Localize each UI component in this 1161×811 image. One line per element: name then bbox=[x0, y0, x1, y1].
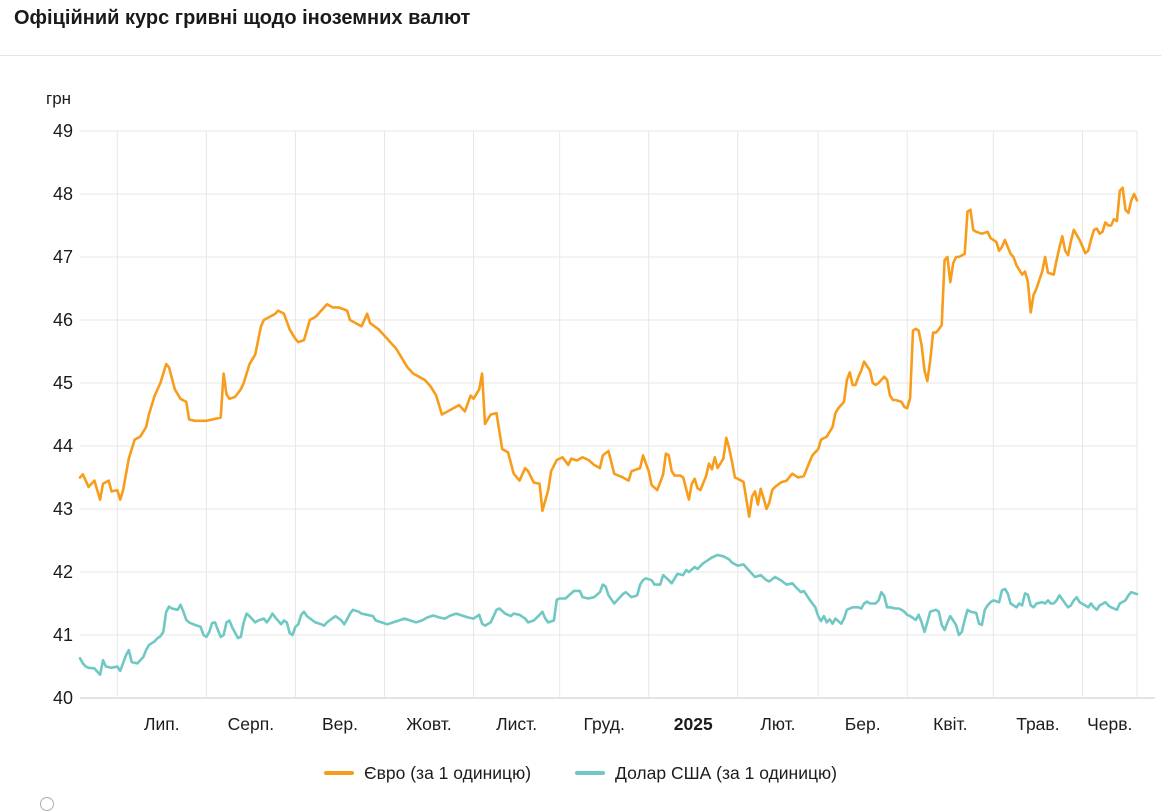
x-tick-label: Жовт. bbox=[406, 714, 452, 734]
x-tick-label: Трав. bbox=[1016, 714, 1059, 734]
x-tick-label: Бер. bbox=[845, 714, 881, 734]
legend-item-usd[interactable]: Долар США (за 1 одиницю) bbox=[575, 763, 837, 784]
y-tick-label: 48 bbox=[53, 184, 73, 204]
x-tick-label: Квіт. bbox=[933, 714, 967, 734]
partial-copyright-glyph bbox=[40, 797, 54, 811]
x-tick-label: Черв. bbox=[1087, 714, 1132, 734]
x-tick-label: Серп. bbox=[228, 714, 274, 734]
chart-plot-area[interactable]: 40 41 42 43 44 45 46 47 48 49 Лип. Серп. Вер. Жовт. Ли… bbox=[0, 0, 1161, 748]
y-tick-label: 46 bbox=[53, 310, 73, 330]
x-tick-label: Груд. bbox=[584, 714, 625, 734]
y-axis-unit-label: грн bbox=[46, 89, 72, 108]
legend-label: Євро (за 1 одиницю) bbox=[364, 762, 532, 783]
y-tick-label: 40 bbox=[53, 688, 73, 708]
x-tick-label: Лист. bbox=[496, 714, 537, 734]
x-tick-label: 2025 bbox=[674, 714, 713, 734]
series-line-euro[interactable] bbox=[78, 186, 1139, 518]
y-tick-label: 47 bbox=[53, 247, 73, 267]
y-tick-label: 42 bbox=[53, 562, 73, 582]
legend-line-swatch bbox=[575, 771, 606, 775]
legend: Євро (за 1 одиницю) Долар США (за 1 одини… bbox=[0, 756, 1161, 790]
legend-item-euro[interactable]: Євро (за 1 одиницю) bbox=[324, 763, 531, 784]
series-line-usd[interactable] bbox=[78, 553, 1139, 677]
title-divider bbox=[0, 55, 1161, 56]
y-tick-label: 44 bbox=[53, 436, 73, 456]
legend-line-swatch bbox=[324, 771, 355, 775]
page-title: Офіційний курс гривні щодо іноземних вал… bbox=[14, 7, 471, 29]
x-tick-label: Лют. bbox=[760, 714, 795, 734]
y-tick-label: 43 bbox=[53, 499, 73, 519]
y-tick-label: 49 bbox=[53, 121, 73, 141]
x-tick-label: Лип. bbox=[144, 714, 180, 734]
legend-label: Долар США (за 1 одиницю) bbox=[615, 762, 837, 783]
y-tick-label: 41 bbox=[53, 625, 73, 645]
x-tick-label: Вер. bbox=[322, 714, 358, 734]
y-tick-label: 45 bbox=[53, 373, 73, 393]
